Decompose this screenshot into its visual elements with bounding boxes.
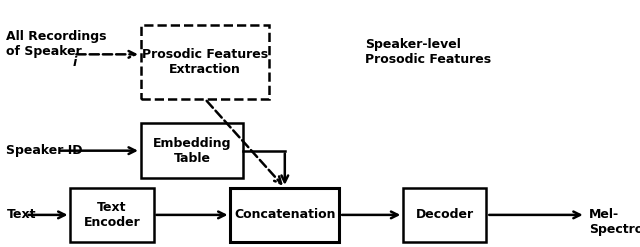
Text: Mel-
Spectrograms: Mel- Spectrograms (589, 208, 640, 236)
Text: Speaker-level
Prosodic Features: Speaker-level Prosodic Features (365, 38, 491, 66)
Text: i: i (73, 57, 77, 69)
Text: Text: Text (6, 208, 36, 221)
FancyBboxPatch shape (403, 188, 486, 242)
Text: Concatenation: Concatenation (234, 208, 335, 221)
FancyBboxPatch shape (70, 188, 154, 242)
FancyBboxPatch shape (141, 25, 269, 99)
Text: Prosodic Features
Extraction: Prosodic Features Extraction (141, 48, 268, 76)
Text: Embedding
Table: Embedding Table (153, 137, 231, 165)
FancyBboxPatch shape (141, 124, 243, 178)
Text: Text
Encoder: Text Encoder (84, 201, 140, 229)
Text: Speaker ID: Speaker ID (6, 144, 83, 157)
Text: Decoder: Decoder (416, 208, 474, 221)
FancyBboxPatch shape (230, 188, 339, 242)
Text: All Recordings
of Speaker: All Recordings of Speaker (6, 30, 107, 59)
